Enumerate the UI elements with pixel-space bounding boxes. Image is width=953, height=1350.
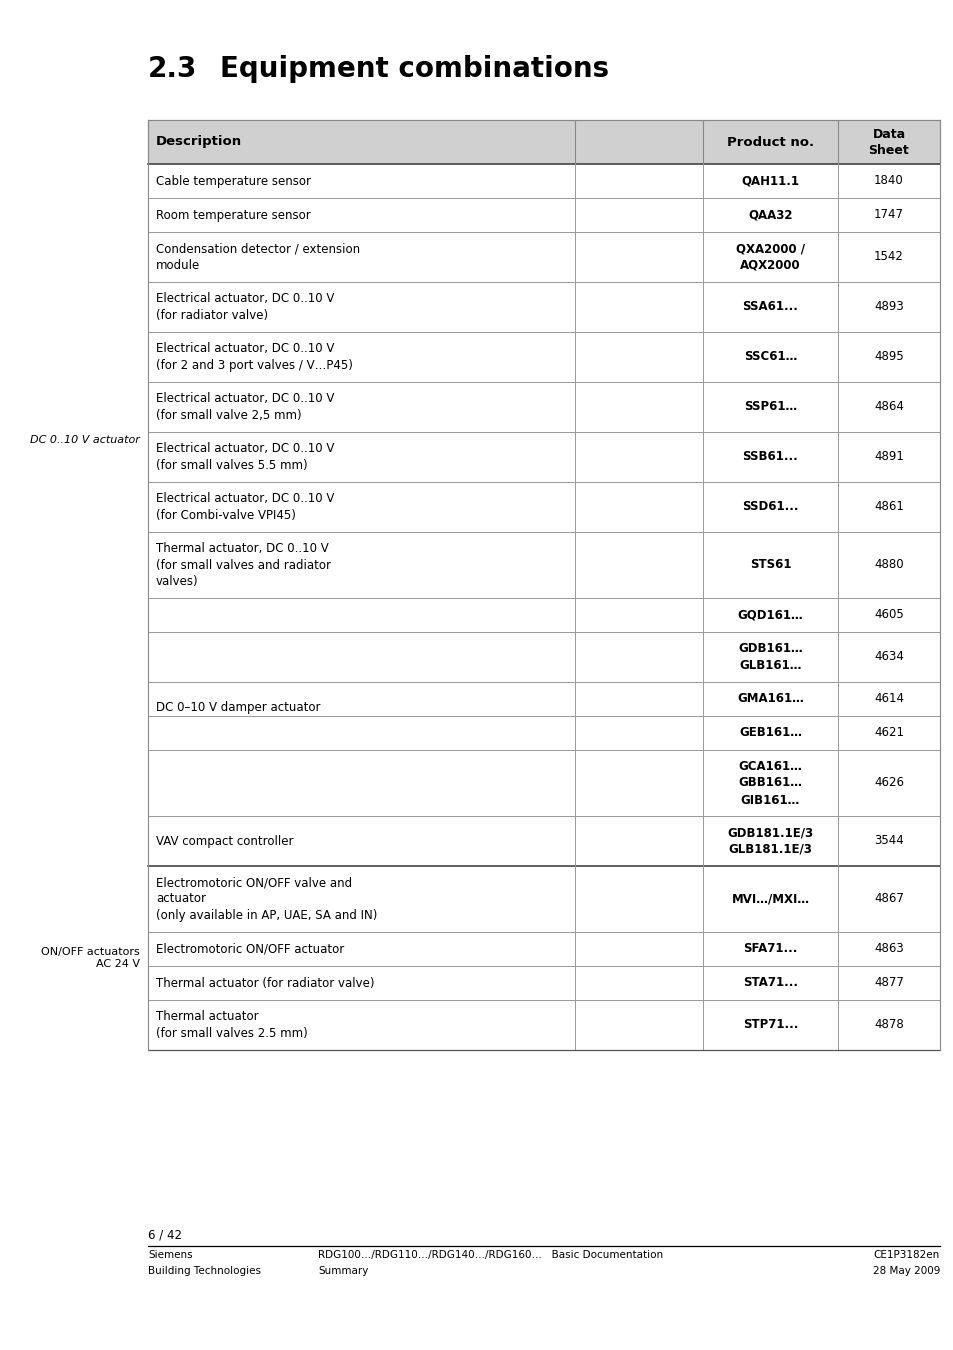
Text: Building Technologies: Building Technologies — [148, 1266, 261, 1276]
Text: MVI…/MXI…: MVI…/MXI… — [731, 892, 809, 906]
Text: Electrical actuator, DC 0..10 V
(for small valve 2,5 mm): Electrical actuator, DC 0..10 V (for sma… — [156, 393, 334, 421]
Text: DC 0..10 V actuator: DC 0..10 V actuator — [30, 435, 140, 446]
Text: Electromotoric ON/OFF valve and
actuator
(only available in AP, UAE, SA and IN): Electromotoric ON/OFF valve and actuator… — [156, 876, 377, 922]
Text: Room temperature sensor: Room temperature sensor — [156, 208, 311, 221]
Text: SSP61…: SSP61… — [743, 401, 797, 413]
Text: QAH11.1: QAH11.1 — [740, 174, 799, 188]
Text: Electrical actuator, DC 0..10 V
(for small valves 5.5 mm): Electrical actuator, DC 0..10 V (for sma… — [156, 443, 334, 471]
Text: 4877: 4877 — [873, 976, 903, 990]
Text: 4861: 4861 — [873, 501, 903, 513]
Text: SSC61…: SSC61… — [743, 351, 797, 363]
Text: 28 May 2009: 28 May 2009 — [872, 1266, 939, 1276]
Bar — [148, 120, 939, 163]
Text: 4614: 4614 — [873, 693, 903, 706]
Text: GMA161…: GMA161… — [737, 693, 803, 706]
Text: Product no.: Product no. — [726, 135, 813, 148]
Text: CE1P3182en: CE1P3182en — [873, 1250, 939, 1260]
Text: Condensation detector / extension
module: Condensation detector / extension module — [156, 242, 359, 271]
Text: 4878: 4878 — [873, 1018, 902, 1031]
Text: STP71...: STP71... — [742, 1018, 798, 1031]
Text: GQD161…: GQD161… — [737, 609, 802, 621]
Text: 4605: 4605 — [873, 609, 902, 621]
Text: Data
Sheet: Data Sheet — [868, 127, 908, 157]
Text: Electrical actuator, DC 0..10 V
(for 2 and 3 port valves / V…P45): Electrical actuator, DC 0..10 V (for 2 a… — [156, 343, 353, 371]
Text: STA71...: STA71... — [742, 976, 797, 990]
Text: 4893: 4893 — [873, 301, 902, 313]
Text: VAV compact controller: VAV compact controller — [156, 834, 294, 848]
Text: 3544: 3544 — [873, 834, 902, 848]
Text: QAA32: QAA32 — [747, 208, 792, 221]
Text: STS61: STS61 — [749, 559, 790, 571]
Text: 4864: 4864 — [873, 401, 903, 413]
Text: RDG100…/RDG110…/RDG140…/RDG160…   Basic Documentation: RDG100…/RDG110…/RDG140…/RDG160… Basic Do… — [317, 1250, 662, 1260]
Text: 2.3: 2.3 — [148, 55, 197, 82]
Text: SSB61...: SSB61... — [741, 451, 798, 463]
Text: DC 0–10 V damper actuator: DC 0–10 V damper actuator — [156, 701, 320, 714]
Text: GEB161…: GEB161… — [739, 726, 801, 740]
Text: Equipment combinations: Equipment combinations — [220, 55, 608, 82]
Text: Electrical actuator, DC 0..10 V
(for radiator valve): Electrical actuator, DC 0..10 V (for rad… — [156, 292, 334, 321]
Text: SSD61...: SSD61... — [741, 501, 798, 513]
Text: QXA2000 /
AQX2000: QXA2000 / AQX2000 — [735, 242, 804, 271]
Text: Electromotoric ON/OFF actuator: Electromotoric ON/OFF actuator — [156, 942, 344, 956]
Text: GCA161…
GBB161…
GIB161…: GCA161… GBB161… GIB161… — [738, 760, 801, 806]
Text: Siemens: Siemens — [148, 1250, 193, 1260]
Text: 4895: 4895 — [873, 351, 902, 363]
Text: Thermal actuator, DC 0..10 V
(for small valves and radiator
valves): Thermal actuator, DC 0..10 V (for small … — [156, 541, 331, 589]
Text: Description: Description — [156, 135, 242, 148]
Text: 4626: 4626 — [873, 776, 903, 790]
Text: GDB181.1E/3
GLB181.1E/3: GDB181.1E/3 GLB181.1E/3 — [727, 826, 813, 856]
Text: 4880: 4880 — [873, 559, 902, 571]
Text: Thermal actuator (for radiator valve): Thermal actuator (for radiator valve) — [156, 976, 375, 990]
Text: 4634: 4634 — [873, 651, 903, 663]
Text: 1542: 1542 — [873, 251, 903, 263]
Text: ON/OFF actuators
AC 24 V: ON/OFF actuators AC 24 V — [41, 946, 140, 969]
Text: GDB161…
GLB161…: GDB161… GLB161… — [738, 643, 802, 672]
Text: SSA61...: SSA61... — [741, 301, 798, 313]
Text: Electrical actuator, DC 0..10 V
(for Combi-valve VPI45): Electrical actuator, DC 0..10 V (for Com… — [156, 493, 334, 521]
Text: Cable temperature sensor: Cable temperature sensor — [156, 174, 311, 188]
Text: Summary: Summary — [317, 1266, 368, 1276]
Text: 4621: 4621 — [873, 726, 903, 740]
Text: 1840: 1840 — [873, 174, 902, 188]
Text: 4891: 4891 — [873, 451, 903, 463]
Text: 1747: 1747 — [873, 208, 903, 221]
Text: 4863: 4863 — [873, 942, 902, 956]
Text: Thermal actuator
(for small valves 2.5 mm): Thermal actuator (for small valves 2.5 m… — [156, 1010, 308, 1040]
Text: SFA71...: SFA71... — [742, 942, 797, 956]
Text: 6 / 42: 6 / 42 — [148, 1228, 182, 1242]
Text: 4867: 4867 — [873, 892, 903, 906]
